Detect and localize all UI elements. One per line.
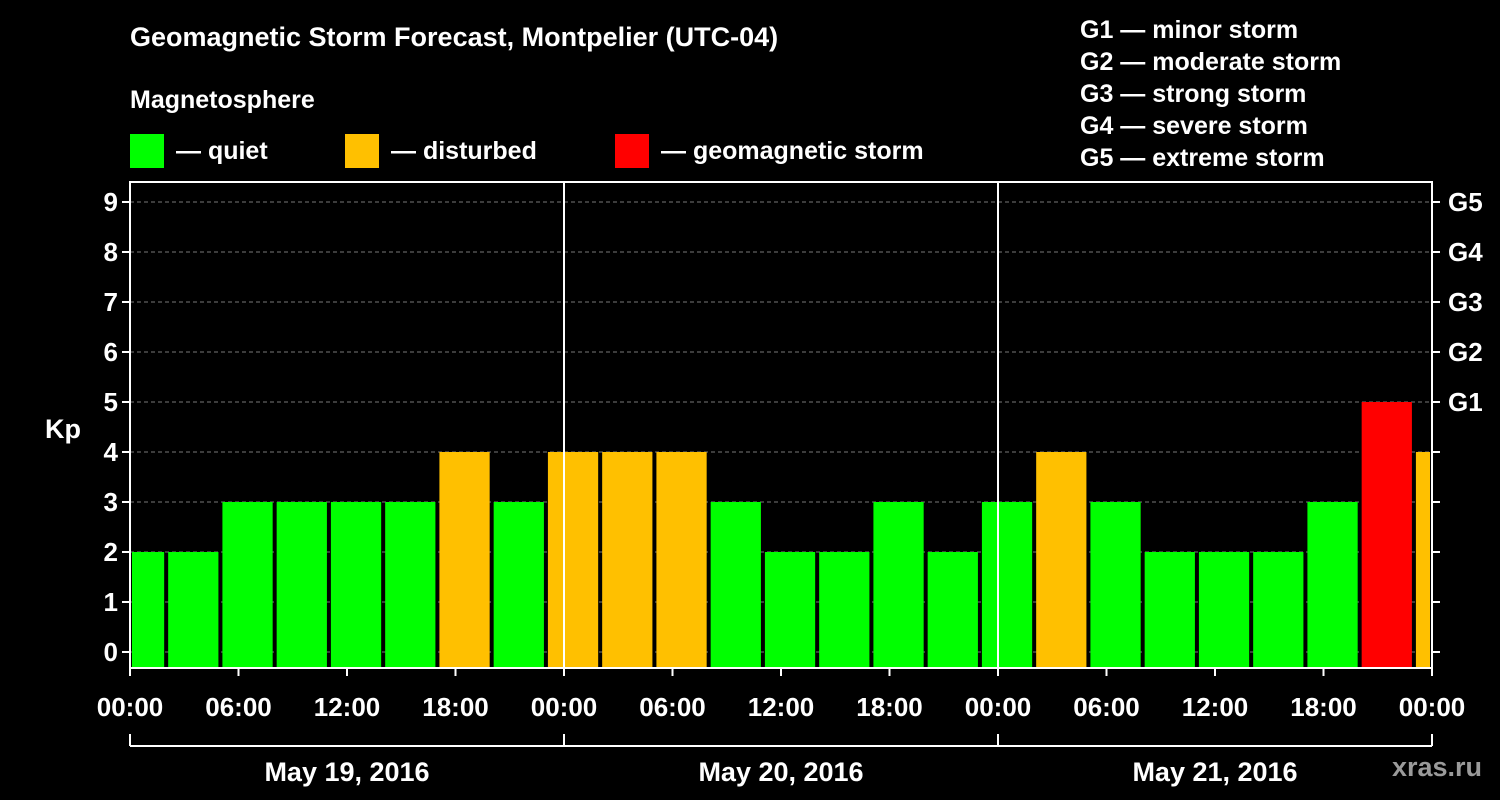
day-label: May 20, 2016 bbox=[698, 757, 863, 787]
g-level-label: G4 bbox=[1448, 237, 1483, 267]
g-scale-legend: G1 — minor storm G2 — moderate storm G3 … bbox=[1080, 14, 1341, 174]
legend-label-disturbed: — disturbed bbox=[391, 136, 537, 165]
legend-item-storm: — geomagnetic storm bbox=[615, 134, 924, 168]
watermark: xras.ru bbox=[1391, 752, 1482, 782]
g-scale-g1: G1 — minor storm bbox=[1080, 16, 1299, 44]
x-tick-label: 06:00 bbox=[1073, 692, 1140, 722]
x-tick-label: 00:00 bbox=[1399, 692, 1466, 722]
y-tick-label: 5 bbox=[104, 387, 118, 417]
storm-swatch bbox=[615, 134, 649, 168]
bar-disturbed bbox=[1415, 452, 1430, 668]
bar-quiet bbox=[276, 502, 327, 668]
legend-item-disturbed: — disturbed bbox=[345, 134, 537, 168]
bar-disturbed bbox=[602, 452, 653, 668]
g-level-label: G3 bbox=[1448, 287, 1483, 317]
bar-storm bbox=[1361, 402, 1412, 668]
bar-quiet bbox=[710, 502, 761, 668]
x-tick-label: 12:00 bbox=[1182, 692, 1249, 722]
y-tick-label: 9 bbox=[104, 187, 118, 217]
quiet-swatch bbox=[130, 134, 164, 168]
y-tick-label: 4 bbox=[104, 437, 119, 467]
day-label: May 19, 2016 bbox=[264, 757, 429, 787]
x-tick-label: 00:00 bbox=[97, 692, 164, 722]
y-tick-label: 7 bbox=[104, 287, 118, 317]
x-tick-label: 12:00 bbox=[314, 692, 381, 722]
bar-quiet bbox=[493, 502, 544, 668]
g-scale-g2: G2 — moderate storm bbox=[1080, 48, 1342, 76]
day-label: May 21, 2016 bbox=[1132, 757, 1297, 787]
x-tick-label: 12:00 bbox=[748, 692, 815, 722]
legend-heading: Magnetosphere bbox=[130, 86, 315, 114]
y-tick-label: 6 bbox=[104, 337, 118, 367]
x-tick-label: 00:00 bbox=[965, 692, 1032, 722]
bar-quiet bbox=[981, 502, 1033, 668]
y-tick-label: 3 bbox=[104, 487, 118, 517]
legend-label-quiet: — quiet bbox=[176, 136, 268, 165]
bar-quiet bbox=[1090, 502, 1141, 668]
y-tick-label: 8 bbox=[104, 237, 118, 267]
disturbed-swatch bbox=[345, 134, 379, 168]
x-tick-label: 06:00 bbox=[205, 692, 272, 722]
bar-quiet bbox=[764, 552, 816, 668]
bar-quiet bbox=[1198, 552, 1250, 668]
bar-quiet bbox=[1144, 552, 1195, 668]
bar-disturbed bbox=[656, 452, 707, 668]
y-tick-label: 2 bbox=[104, 537, 118, 567]
x-tick-label: 18:00 bbox=[1290, 692, 1357, 722]
g-scale-g3: G3 — strong storm bbox=[1080, 80, 1307, 108]
y-axis-label: Kp bbox=[45, 414, 81, 444]
bar-quiet bbox=[222, 502, 273, 668]
g-level-label: G5 bbox=[1448, 187, 1483, 217]
g-scale-g5: G5 — extreme storm bbox=[1080, 144, 1325, 172]
g-level-label: G2 bbox=[1448, 337, 1483, 367]
bar-quiet bbox=[1253, 552, 1304, 668]
x-tick-label: 06:00 bbox=[639, 692, 706, 722]
x-tick-label: 00:00 bbox=[531, 692, 598, 722]
bar-quiet bbox=[168, 552, 219, 668]
bar-disturbed bbox=[439, 452, 490, 668]
chart-title: Geomagnetic Storm Forecast, Montpelier (… bbox=[130, 22, 779, 52]
legend-label-storm: — geomagnetic storm bbox=[661, 136, 924, 165]
bar-quiet bbox=[385, 502, 436, 668]
y-tick-label: 1 bbox=[104, 587, 118, 617]
bar-disturbed bbox=[1036, 452, 1087, 668]
bar-quiet bbox=[330, 502, 382, 668]
y-tick-label: 0 bbox=[104, 637, 118, 667]
x-tick-label: 18:00 bbox=[422, 692, 489, 722]
g-scale-g4: G4 — severe storm bbox=[1080, 112, 1308, 140]
bar-disturbed bbox=[547, 452, 599, 668]
bar-quiet bbox=[927, 552, 978, 668]
bar-quiet bbox=[873, 502, 924, 668]
bar-quiet bbox=[819, 552, 870, 668]
legend-item-quiet: — quiet bbox=[130, 134, 268, 168]
x-tick-label: 18:00 bbox=[856, 692, 923, 722]
bar-quiet bbox=[132, 552, 165, 668]
bar-quiet bbox=[1307, 502, 1358, 668]
g-level-label: G1 bbox=[1448, 387, 1483, 417]
